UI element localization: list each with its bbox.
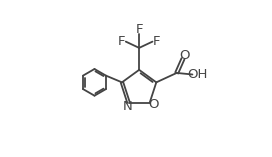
- Text: OH: OH: [188, 68, 208, 81]
- Text: F: F: [153, 35, 160, 48]
- Text: F: F: [135, 23, 143, 36]
- Text: O: O: [180, 49, 190, 62]
- Text: N: N: [122, 100, 132, 113]
- Text: O: O: [149, 98, 159, 111]
- Text: F: F: [118, 35, 126, 48]
